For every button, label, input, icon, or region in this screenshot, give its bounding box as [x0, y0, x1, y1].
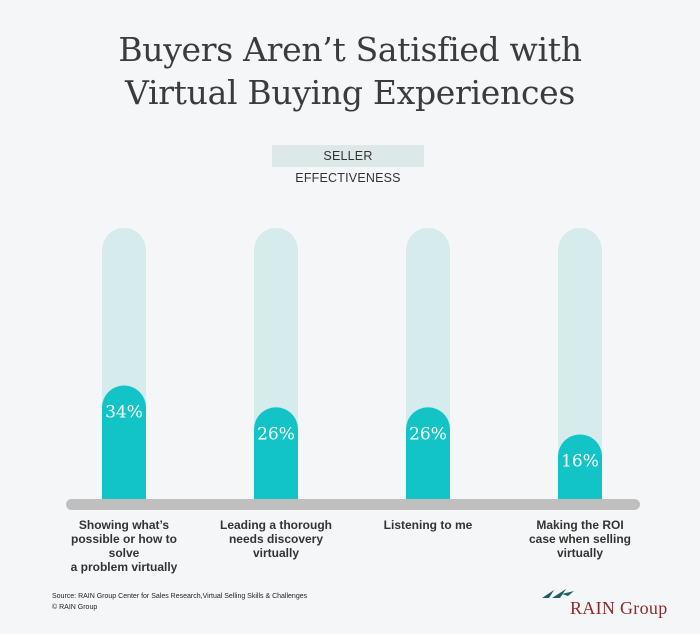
category-label-3-line-0: Making the ROI	[536, 518, 624, 532]
category-label-0-line-1: possible or how to solve	[70, 532, 177, 560]
logo-text: RAIN Group	[570, 598, 668, 618]
category-label-0-line-2: a problem virtually	[70, 560, 178, 574]
category-label-3-line-1: case when selling	[528, 532, 632, 546]
category-label-3: Making the ROI case when selling virtually	[510, 518, 650, 560]
value-label-2: 26%	[409, 424, 447, 444]
category-label-1: Leading a thorough needs discovery virtual…	[206, 518, 346, 560]
bird-mark-icon	[542, 589, 574, 598]
value-label-3: 16%	[561, 451, 599, 471]
value-label-0: 34%	[105, 403, 143, 423]
bar-track-3	[558, 228, 602, 500]
rain-group-logo[interactable]: RAIN Group	[540, 586, 680, 622]
category-label-2: Listening to me	[358, 518, 498, 532]
bar-2	[406, 407, 450, 500]
title-line-1: Buyers Aren’t Satisfied with	[118, 30, 582, 69]
title-line-2: Virtual Buying Experiences	[125, 73, 575, 112]
source-note: Source: RAIN Group Center for Sales Rese…	[52, 591, 307, 613]
category-label-2-line-0: Listening to me	[383, 518, 473, 532]
category-label-1-line-1: needs discovery	[228, 532, 324, 546]
source-line: Source: RAIN Group Center for Sales Rese…	[52, 593, 308, 600]
baseline-axis	[66, 499, 640, 510]
category-label-0-line-0: Showing what’s	[78, 518, 170, 532]
chart-title: Buyers Aren’t Satisfied with Virtual Buy…	[0, 28, 700, 114]
bar-3	[558, 434, 602, 500]
bar-1	[254, 407, 298, 500]
value-label-1: 26%	[257, 424, 295, 444]
category-label-1-line-2: virtually	[252, 546, 300, 560]
category-label-0: Showing what’s possible or how to solve a …	[54, 518, 194, 574]
category-label-3-line-2: virtually	[556, 546, 604, 560]
copyright-line: © RAIN Group	[52, 604, 98, 611]
bar-0	[102, 385, 146, 500]
category-label-1-line-0: Leading a thorough	[220, 518, 332, 532]
subtitle-badge: SELLER EFFECTIVENESS	[272, 145, 424, 185]
